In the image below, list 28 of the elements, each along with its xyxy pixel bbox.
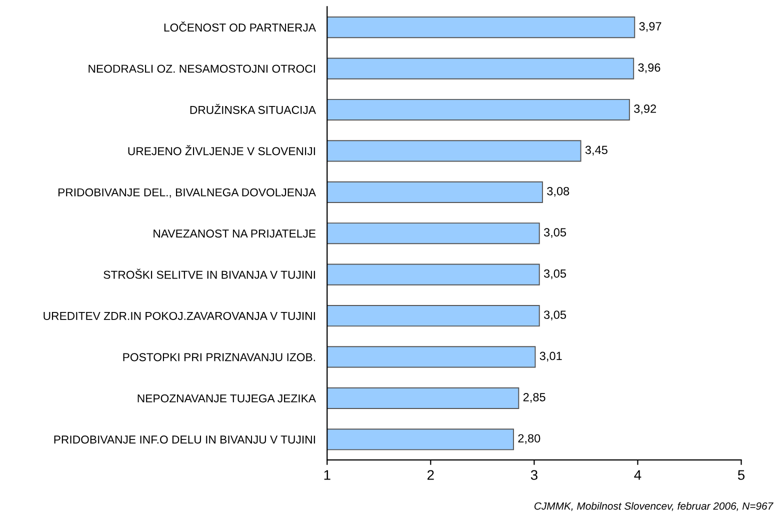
data-label: 3,92 [634, 104, 656, 114]
y-tick-label: STROŠKI SELITVE IN BIVANJA V TUJINI [104, 268, 315, 279]
y-tick-label: NEPOZNAVANJE TUJEGA JEZIKA [138, 394, 316, 402]
data-label: 2,85 [523, 392, 546, 403]
y-tick-label: LOČENOST OD PARTNERJA [164, 22, 316, 32]
data-label: 3,45 [585, 146, 608, 156]
text: CJMMK, Mobilnost Slovencev, februar 2006, N=967 [534, 502, 774, 511]
data-label: 3,01 [540, 352, 562, 362]
x-tick-label: 2 [427, 470, 434, 480]
data-label: 3,05 [544, 228, 566, 238]
y-tick-label: NAVEZANOST NA PRIJATELJE [154, 230, 316, 238]
x-tick-label: 4 [634, 470, 642, 480]
data-label: 3,08 [547, 186, 570, 197]
data-label: 3,97 [639, 22, 662, 32]
y-tick-label: POSTOPKI PRI PRIZNAVANJU IZOB. [123, 353, 315, 362]
x-tick-label: 1 [324, 470, 330, 480]
y-tick-label: UREJENO ŽIVLJENJE V SLOVENIJI [128, 145, 315, 156]
data-label: 3,05 [544, 269, 566, 280]
x-tick-label: 3 [530, 470, 538, 480]
data-label: 3,96 [638, 63, 660, 74]
data-label: 3,05 [544, 310, 566, 320]
y-tick-label: UREDITEV ZDR.IN POKOJ.ZAVAROVANJA V TUJINI [44, 312, 315, 320]
data-label: 2,80 [518, 434, 540, 444]
y-tick-label: NEODRASLI OZ. NESAMOSTOJNI OTROCI [88, 64, 315, 73]
y-tick-label: DRUŽINSKA SITUACIJA [190, 104, 316, 114]
x-tick-label: 5 [738, 470, 745, 480]
y-tick-label: PRIDOBIVANJE DEL., BIVALNEGA DOVOLJENJA [58, 188, 316, 198]
y-tick-label: PRIDOBIVANJE INF.O DELU IN BIVANJU V TUJINI [54, 436, 315, 444]
